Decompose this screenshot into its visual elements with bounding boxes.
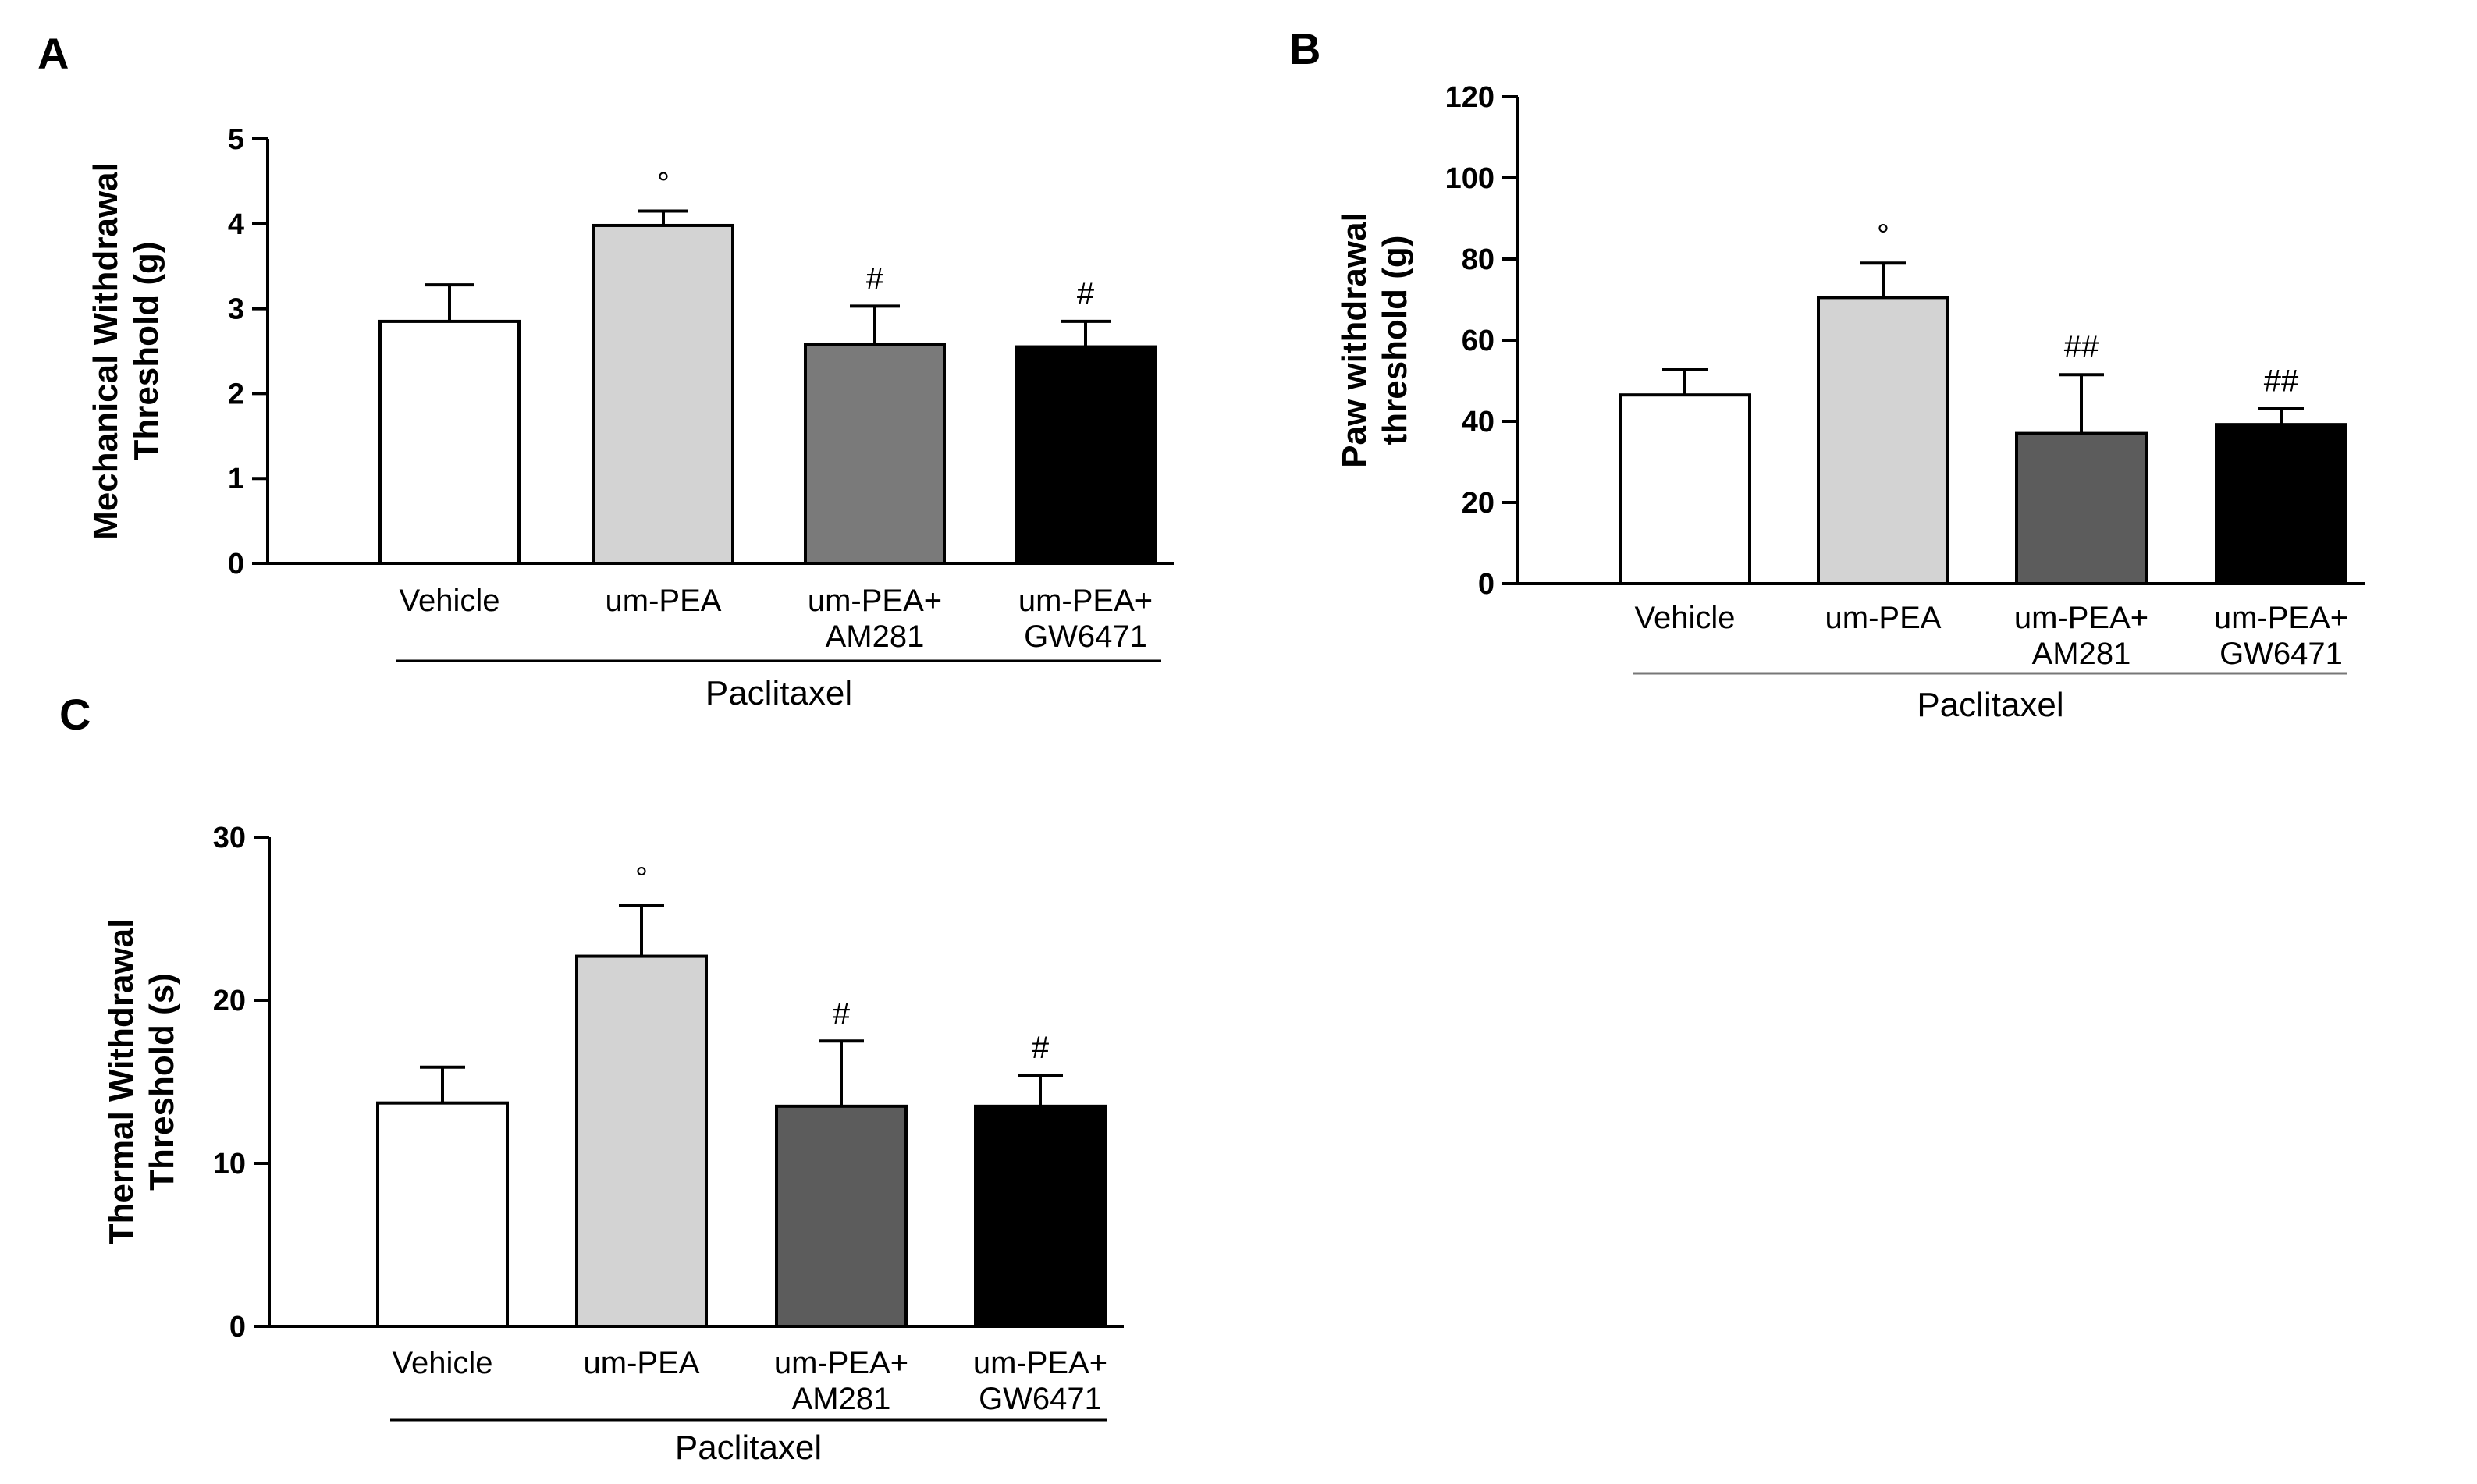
bar-2 <box>2015 431 2148 585</box>
x-category-label: GW6471 <box>2219 637 2343 671</box>
group-label: Paclitaxel <box>1917 686 2063 724</box>
x-category-label: GW6471 <box>1024 620 1147 654</box>
x-category-label: Vehicle <box>393 1346 493 1380</box>
bar-0 <box>1619 393 1751 586</box>
x-category-label: um-PEA+ <box>973 1346 1107 1380</box>
x-category-label: GW6471 <box>979 1382 1102 1416</box>
significance-marker-3: ## <box>2264 364 2299 398</box>
x-category-label: um-PEA+ <box>808 584 942 618</box>
y-axis-label: Mechanical WithdrawalThreshold (g) <box>87 162 165 540</box>
group-label: Paclitaxel <box>705 674 852 712</box>
bar-2 <box>775 1104 908 1328</box>
x-category-label: um-PEA+ <box>1018 584 1153 618</box>
chart-a-mechanical: 0 1 2 3 4 5 Mechanical WithdrawalThreshold (g)… <box>87 123 1174 712</box>
y-tick-label: 0 <box>229 1311 246 1344</box>
significance-marker-2: # <box>833 996 851 1031</box>
y-axis-label-line: Thermal Withdrawal <box>102 919 140 1245</box>
y-tick-label: 10 <box>213 1148 246 1180</box>
y-tick-label: 30 <box>213 822 246 854</box>
y-axis-label-line: Paw withdrawal <box>1335 212 1374 468</box>
y-tick-label: 100 <box>1445 162 1494 195</box>
panel-letter-c: C <box>59 690 91 739</box>
x-category-label: um-PEA <box>584 1346 700 1380</box>
x-category-label: AM281 <box>792 1382 891 1416</box>
group-label: Paclitaxel <box>675 1429 822 1467</box>
y-tick-label: 4 <box>228 208 244 241</box>
bar-1 <box>592 223 734 565</box>
significance-marker-2: ## <box>2064 330 2099 364</box>
bar-0 <box>378 319 521 565</box>
significance-marker-3: # <box>1032 1031 1050 1065</box>
chart-b-paw: 0 20 40 60 80 100 120 Paw withdrawalthreshold (… <box>1335 81 2365 724</box>
x-category-label: AM281 <box>826 620 925 654</box>
panel-letter-b: B <box>1289 24 1320 73</box>
significance-marker-1: ° <box>657 166 670 201</box>
y-axis-label-line: Threshold (s) <box>143 973 181 1191</box>
bar-1 <box>1817 296 1949 585</box>
bar-1 <box>575 954 708 1328</box>
y-tick-label: 3 <box>228 293 244 326</box>
y-tick-label: 120 <box>1445 81 1494 114</box>
y-tick-label: 40 <box>1462 406 1494 438</box>
x-category-label: um-PEA+ <box>2214 601 2348 635</box>
y-tick-label: 20 <box>1462 487 1494 520</box>
x-category-label: um-PEA+ <box>2014 601 2148 635</box>
significance-marker-2: # <box>866 261 884 296</box>
chart-c-thermal: 0 10 20 30 Thermal WithdrawalThreshold (s) Ve… <box>102 822 1124 1467</box>
y-tick-label: 60 <box>1462 325 1494 357</box>
x-category-label: um-PEA <box>606 584 722 618</box>
y-tick-label: 20 <box>213 985 246 1017</box>
y-tick-label: 2 <box>228 378 244 410</box>
significance-marker-3: # <box>1077 277 1095 311</box>
y-axis-label-line: threshold (g) <box>1376 236 1414 446</box>
y-tick-label: 1 <box>228 463 244 495</box>
significance-marker-1: ° <box>1877 218 1889 253</box>
bar-3 <box>1015 345 1157 565</box>
y-axis-label-line: Threshold (g) <box>127 241 165 460</box>
panel-letter-a: A <box>37 29 69 78</box>
y-tick-label: 0 <box>228 548 244 580</box>
significance-marker-1: ° <box>635 861 648 896</box>
y-axis-label-line: Mechanical Withdrawal <box>87 162 125 540</box>
x-category-label: Vehicle <box>400 584 500 618</box>
bar-2 <box>804 343 946 565</box>
x-category-label: um-PEA+ <box>774 1346 908 1380</box>
y-axis-label: Thermal WithdrawalThreshold (s) <box>102 919 181 1245</box>
x-category-label: Vehicle <box>1635 601 1736 635</box>
x-category-label: AM281 <box>2032 637 2131 671</box>
y-tick-label: 0 <box>1478 568 1494 601</box>
bar-3 <box>2215 423 2347 585</box>
y-tick-label: 80 <box>1462 243 1494 276</box>
bar-3 <box>974 1104 1107 1328</box>
y-tick-label: 5 <box>228 123 244 156</box>
bar-0 <box>376 1101 509 1329</box>
x-category-label: um-PEA <box>1825 601 1942 635</box>
y-axis-label: Paw withdrawalthreshold (g) <box>1335 212 1414 468</box>
